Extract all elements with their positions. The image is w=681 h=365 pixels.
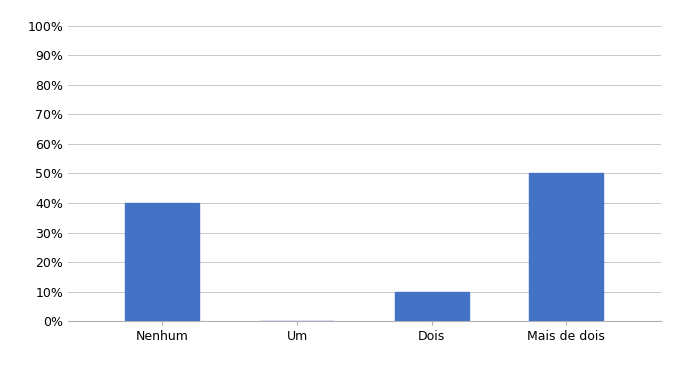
Bar — [529, 173, 603, 321]
Bar — [394, 292, 469, 321]
Bar — [125, 203, 200, 321]
